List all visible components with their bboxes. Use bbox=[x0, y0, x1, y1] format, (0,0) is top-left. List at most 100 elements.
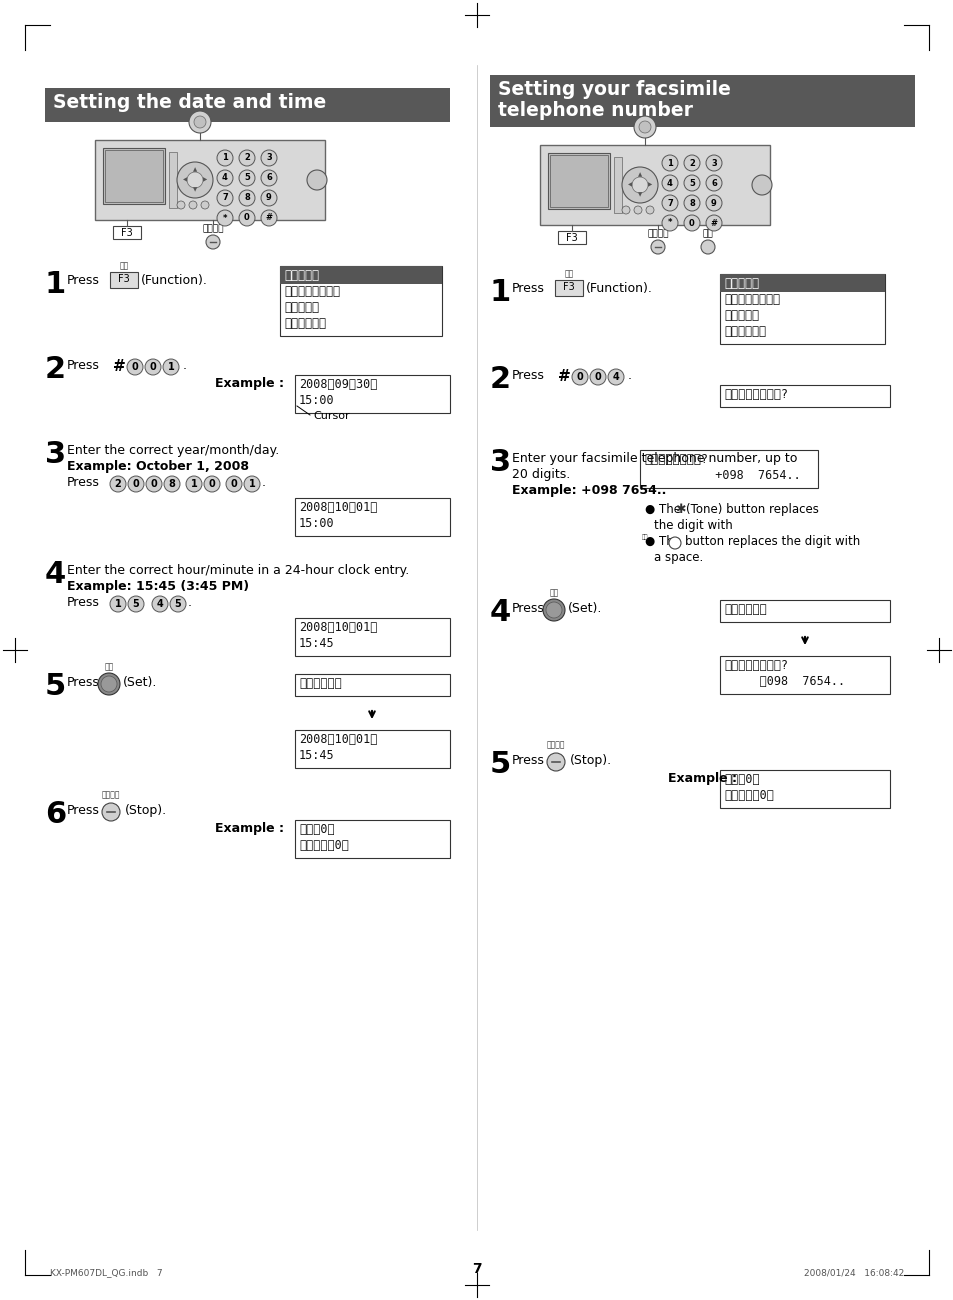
Bar bbox=[550, 155, 607, 207]
Text: 5: 5 bbox=[174, 599, 181, 608]
Text: Example: 15:45 (3:45 PM): Example: 15:45 (3:45 PM) bbox=[67, 580, 249, 593]
Text: 4: 4 bbox=[156, 599, 163, 608]
Text: 保留: 保留 bbox=[702, 229, 713, 238]
Text: 3: 3 bbox=[490, 448, 511, 477]
Text: 0: 0 bbox=[231, 478, 237, 489]
Circle shape bbox=[187, 172, 203, 188]
Circle shape bbox=[261, 150, 276, 166]
Text: Setting your facsimile: Setting your facsimile bbox=[497, 81, 730, 99]
Circle shape bbox=[204, 476, 220, 491]
Text: ● The: ● The bbox=[644, 536, 680, 549]
Circle shape bbox=[206, 235, 220, 250]
Text: ＃098  7654..: ＃098 7654.. bbox=[723, 675, 844, 688]
Text: 登録しました: 登録しました bbox=[298, 677, 341, 690]
Text: 最初の設定: 最初の設定 bbox=[284, 269, 318, 282]
Circle shape bbox=[683, 195, 700, 211]
Text: 2: 2 bbox=[490, 365, 511, 394]
Circle shape bbox=[705, 214, 721, 231]
Bar bbox=[294, 498, 450, 536]
Circle shape bbox=[683, 214, 700, 231]
Text: 2: 2 bbox=[114, 478, 121, 489]
Circle shape bbox=[621, 205, 629, 214]
Text: #: # bbox=[710, 218, 717, 227]
Text: 呼出音とベル回数: 呼出音とベル回数 bbox=[284, 285, 339, 298]
Text: 最初の設定: 最初の設定 bbox=[723, 277, 759, 290]
Circle shape bbox=[102, 803, 120, 822]
Text: ▶: ▶ bbox=[647, 182, 652, 187]
Circle shape bbox=[668, 537, 680, 549]
Text: Press: Press bbox=[67, 803, 100, 816]
Text: Enter your facsimile telephone number, up to: Enter your facsimile telephone number, u… bbox=[512, 452, 797, 465]
Text: Press: Press bbox=[67, 676, 100, 689]
Circle shape bbox=[607, 369, 623, 385]
Circle shape bbox=[572, 369, 587, 385]
Text: +098  7654..: +098 7654.. bbox=[643, 469, 800, 482]
Text: (Tone) button replaces: (Tone) button replaces bbox=[685, 503, 818, 516]
Text: 7: 7 bbox=[666, 199, 672, 208]
Circle shape bbox=[146, 476, 162, 491]
Circle shape bbox=[226, 476, 242, 491]
Circle shape bbox=[261, 170, 276, 186]
Circle shape bbox=[645, 205, 654, 214]
Text: Press: Press bbox=[512, 602, 544, 615]
Bar bbox=[280, 266, 441, 283]
Bar bbox=[110, 272, 138, 289]
Text: Example :: Example : bbox=[667, 772, 737, 785]
Text: 15:45: 15:45 bbox=[298, 637, 335, 650]
Text: ストップ: ストップ bbox=[546, 740, 565, 749]
Bar bbox=[280, 266, 441, 335]
Circle shape bbox=[661, 176, 678, 191]
Text: Press: Press bbox=[512, 754, 544, 767]
Circle shape bbox=[631, 177, 647, 192]
Text: ▶: ▶ bbox=[203, 178, 207, 182]
Text: 5: 5 bbox=[132, 599, 139, 608]
Text: ファクス　0件: ファクス 0件 bbox=[298, 838, 349, 852]
Circle shape bbox=[751, 176, 771, 195]
Text: 0: 0 bbox=[132, 361, 138, 372]
Text: 1: 1 bbox=[114, 599, 121, 608]
Text: Setting the date and time: Setting the date and time bbox=[53, 94, 326, 112]
Circle shape bbox=[542, 599, 564, 621]
Text: 20 digits.: 20 digits. bbox=[512, 468, 570, 481]
Text: #: # bbox=[265, 213, 273, 222]
Bar bbox=[103, 148, 165, 204]
Text: 3: 3 bbox=[710, 159, 716, 168]
Text: 機能: 機能 bbox=[564, 269, 573, 278]
Text: ストップ: ストップ bbox=[646, 229, 668, 238]
Circle shape bbox=[661, 214, 678, 231]
Text: .: . bbox=[627, 369, 631, 382]
Text: F3: F3 bbox=[121, 227, 132, 238]
Circle shape bbox=[244, 476, 260, 491]
Circle shape bbox=[261, 211, 276, 226]
Text: ● The: ● The bbox=[644, 503, 680, 516]
Bar bbox=[105, 150, 163, 202]
Text: button replaces the digit with: button replaces the digit with bbox=[684, 536, 860, 549]
Text: 呼出音とベル回数: 呼出音とベル回数 bbox=[723, 292, 780, 306]
Text: 9: 9 bbox=[266, 194, 272, 203]
Circle shape bbox=[705, 155, 721, 172]
Text: 4: 4 bbox=[490, 598, 511, 627]
Text: 機能: 機能 bbox=[119, 261, 129, 270]
Text: .: . bbox=[183, 359, 187, 372]
Circle shape bbox=[163, 359, 179, 374]
Circle shape bbox=[650, 240, 664, 254]
Circle shape bbox=[661, 195, 678, 211]
Bar bbox=[294, 618, 450, 656]
Bar bbox=[95, 140, 325, 220]
Circle shape bbox=[700, 240, 714, 254]
Text: 電話帳の設定: 電話帳の設定 bbox=[723, 325, 765, 338]
Text: あなたの電話番号?: あなたの電話番号? bbox=[723, 659, 787, 672]
Text: 3: 3 bbox=[266, 153, 272, 162]
Circle shape bbox=[634, 116, 656, 138]
Text: 決定: 決定 bbox=[104, 662, 113, 671]
Circle shape bbox=[189, 202, 196, 209]
Text: 4: 4 bbox=[222, 173, 228, 182]
Text: あなたの電話番号?: あなたの電話番号? bbox=[643, 452, 707, 465]
Text: F3: F3 bbox=[565, 233, 578, 243]
Circle shape bbox=[110, 476, 126, 491]
Text: KX-PM607DL_QG.indb   7: KX-PM607DL_QG.indb 7 bbox=[50, 1268, 162, 1277]
Text: ✱: ✱ bbox=[675, 503, 685, 516]
Text: 5: 5 bbox=[244, 173, 250, 182]
Circle shape bbox=[98, 673, 120, 696]
Circle shape bbox=[705, 176, 721, 191]
